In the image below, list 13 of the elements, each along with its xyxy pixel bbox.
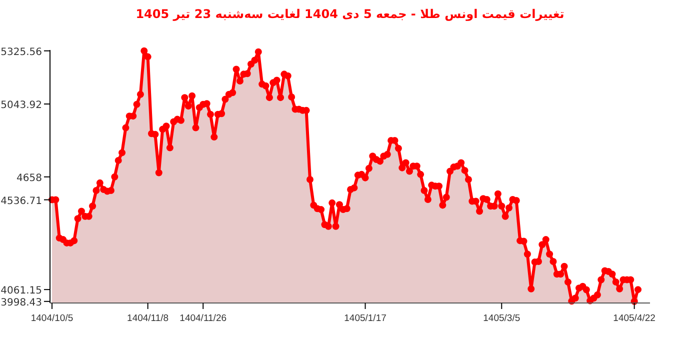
y-tick-label: 5043.92 (0, 100, 42, 112)
y-tick-label: 4658 (16, 172, 42, 184)
x-tick-label: 1404/11/26 (180, 313, 227, 324)
x-tick-label: 1405/4/22 (613, 313, 656, 324)
y-tick-label: 5325.56 (0, 46, 42, 58)
x-tick-label: 1404/11/8 (127, 313, 169, 324)
x-tick-label: 1405/3/5 (483, 313, 520, 324)
chart-title: تغییرات قیمت اونس طلا - جمعه 5 دی 1404 لغایت سه‌شنبه 23 تیر 1405 (136, 7, 564, 21)
y-tick-label: 4536.71 (0, 196, 42, 207)
x-tick-label: 1405/1/17 (344, 313, 386, 324)
x-tick-label: 1404/10/5 (30, 313, 74, 324)
y-tick-label: 3998.43 (0, 297, 42, 308)
y-tick-label: 4061.15 (0, 286, 42, 297)
